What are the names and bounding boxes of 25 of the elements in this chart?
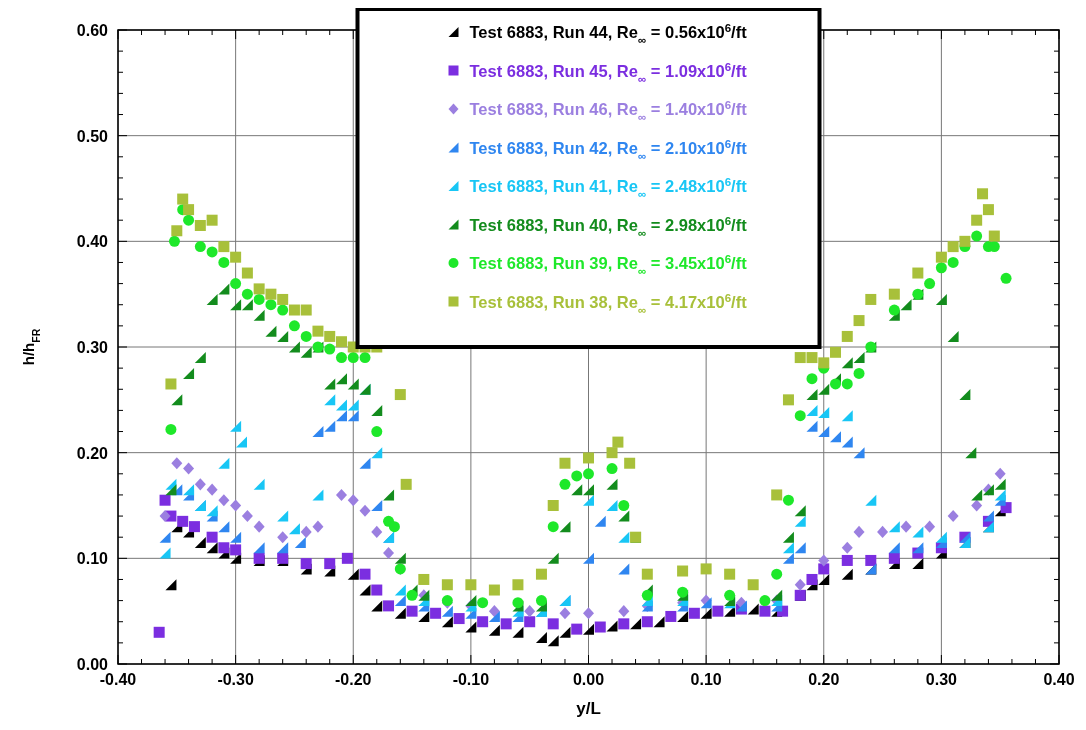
legend-label: Test 6883, Run 42, Re$_{∞}$ = 2.10x10$^{6}$/ft <box>469 137 748 162</box>
legend-label: Test 6883, Run 39, Re$_{∞}$ = 3.45x10$^{6}$/ft <box>469 253 748 277</box>
x-tick-label: 0.00 <box>572 671 605 688</box>
x-tick-label: -0.40 <box>99 671 137 688</box>
y-tick-label: 0.10 <box>76 550 109 568</box>
legend-label: Test 6883, Run 40, Re$_{∞}$ = 2.98x10$^{6}$/ft <box>469 214 748 239</box>
legend-label: Test 6883, Run 41, Re$_{∞}$ = 2.48x10$^{6}$/ft <box>469 176 748 200</box>
x-tick-label: -0.20 <box>335 671 372 688</box>
x-tick-label: 0.20 <box>808 671 840 688</box>
x-axis-title: y/L <box>576 699 601 718</box>
y-tick-label: 0.40 <box>76 233 109 251</box>
y-tick-label: 0.00 <box>76 656 109 673</box>
x-tick-label: 0.40 <box>1043 671 1075 688</box>
y-tick-label: 0.30 <box>76 339 109 356</box>
y-tick-label: 0.20 <box>76 444 109 462</box>
legend-label: Test 6883, Run 46, Re$_{∞}$ = 1.40x10$^{6}$/ft <box>469 99 748 123</box>
x-tick-label: 0.10 <box>690 671 722 688</box>
y-tick-label: 0.50 <box>76 127 109 145</box>
x-tick-label: -0.10 <box>452 671 490 688</box>
x-tick-label: -0.30 <box>217 671 254 688</box>
y-tick-label: 0.60 <box>76 22 109 39</box>
x-tick-label: 0.30 <box>925 671 958 688</box>
legend-label: Test 6883, Run 44, Re$_{∞}$ = 0.56x10$^{6}$/ft <box>469 22 748 46</box>
legend-label: Test 6883, Run 45, Re$_{∞}$ = 1.09x10$^{6}$/ft <box>469 60 748 85</box>
legend-label: Test 6883, Run 38, Re$_{∞}$ = 4.17x10$^{6}$/ft <box>469 291 748 316</box>
